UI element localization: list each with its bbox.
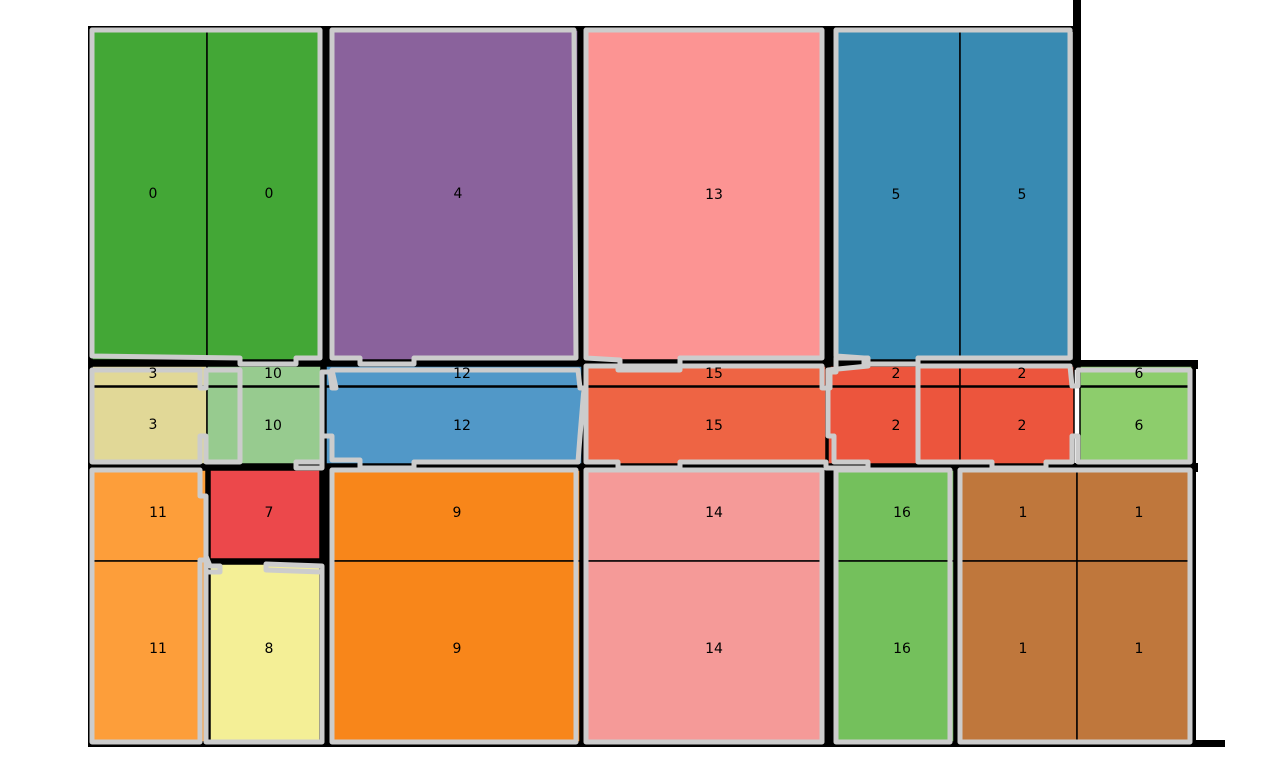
room-label-0: 0 [265, 186, 274, 202]
room-outline [203, 572, 325, 745]
room-cell-5 [959, 29, 1073, 361]
room-outline [329, 467, 579, 745]
room-outline [89, 367, 243, 465]
room-cell-8 [209, 563, 321, 743]
room-outline [583, 467, 825, 745]
room-outline [957, 467, 1193, 745]
room-label-1: 1 [1135, 505, 1144, 521]
room-label-14: 14 [705, 505, 723, 521]
room-label-15: 15 [705, 418, 723, 434]
room-cell-14 [585, 560, 825, 743]
room-label-16: 16 [893, 505, 911, 521]
room-cell-11 [91, 560, 207, 743]
room-cell-6 [1079, 386, 1193, 465]
room-outline [89, 27, 323, 367]
wall-segment [1073, 0, 1081, 370]
room-label-11: 11 [149, 641, 167, 657]
room-cell-14 [585, 469, 825, 562]
room-label-6: 6 [1135, 418, 1144, 434]
room-outline [583, 355, 871, 471]
room-cell-15 [585, 386, 827, 465]
room-outline [833, 467, 953, 745]
labels-layer: 0 0 4 13 5 53 10 12 15 2 2 63 10 12 15 2 2 611 7 9 14 16 1 111 8… [149, 186, 1144, 657]
room-label-1: 1 [1019, 505, 1028, 521]
room-label-15: 15 [705, 366, 723, 382]
room-label-5: 5 [892, 187, 901, 203]
room-label-1: 1 [1135, 641, 1144, 657]
room-label-14: 14 [705, 641, 723, 657]
room-cell-11 [91, 469, 207, 562]
room-label-9: 9 [453, 641, 462, 657]
room-label-7: 7 [265, 505, 274, 521]
room-label-6: 6 [1135, 366, 1144, 382]
room-label-5: 5 [1018, 187, 1027, 203]
room-label-9: 9 [453, 505, 462, 521]
room-label-16: 16 [893, 641, 911, 657]
outline-layer [89, 27, 1193, 745]
room-cell-1 [959, 469, 1078, 562]
room-label-3: 3 [149, 417, 158, 433]
room-label-10: 10 [264, 418, 282, 434]
wall-segment [822, 26, 836, 472]
room-label-12: 12 [453, 366, 471, 382]
room-label-13: 13 [705, 187, 723, 203]
room-label-2: 2 [1018, 366, 1027, 382]
room-label-8: 8 [265, 641, 274, 657]
room-label-4: 4 [454, 186, 463, 202]
room-cell-1 [1076, 469, 1193, 562]
room-outline [203, 553, 223, 575]
room-cell-2 [959, 386, 1075, 465]
room-label-2: 2 [892, 418, 901, 434]
room-label-3: 3 [149, 366, 158, 382]
cells-layer [91, 29, 1193, 743]
room-outline [915, 363, 1193, 471]
room-cell-9 [331, 560, 581, 743]
room-label-10: 10 [264, 366, 282, 382]
room-outline [329, 27, 579, 367]
wall-segment [824, 472, 836, 746]
room-cell-10 [206, 386, 322, 465]
room-label-12: 12 [453, 418, 471, 434]
room-cell-7 [209, 469, 321, 560]
room-label-2: 2 [892, 366, 901, 382]
room-cell-13 [585, 29, 825, 361]
room-outline [293, 367, 587, 471]
room-cell-0 [206, 29, 322, 361]
room-label-11: 11 [149, 505, 167, 521]
room-label-2: 2 [1018, 418, 1027, 434]
room-label-0: 0 [149, 186, 158, 202]
room-cell-2 [827, 386, 961, 465]
room-label-1: 1 [1019, 641, 1028, 657]
wall-segment [206, 557, 326, 565]
wall-segment [1190, 364, 1196, 746]
